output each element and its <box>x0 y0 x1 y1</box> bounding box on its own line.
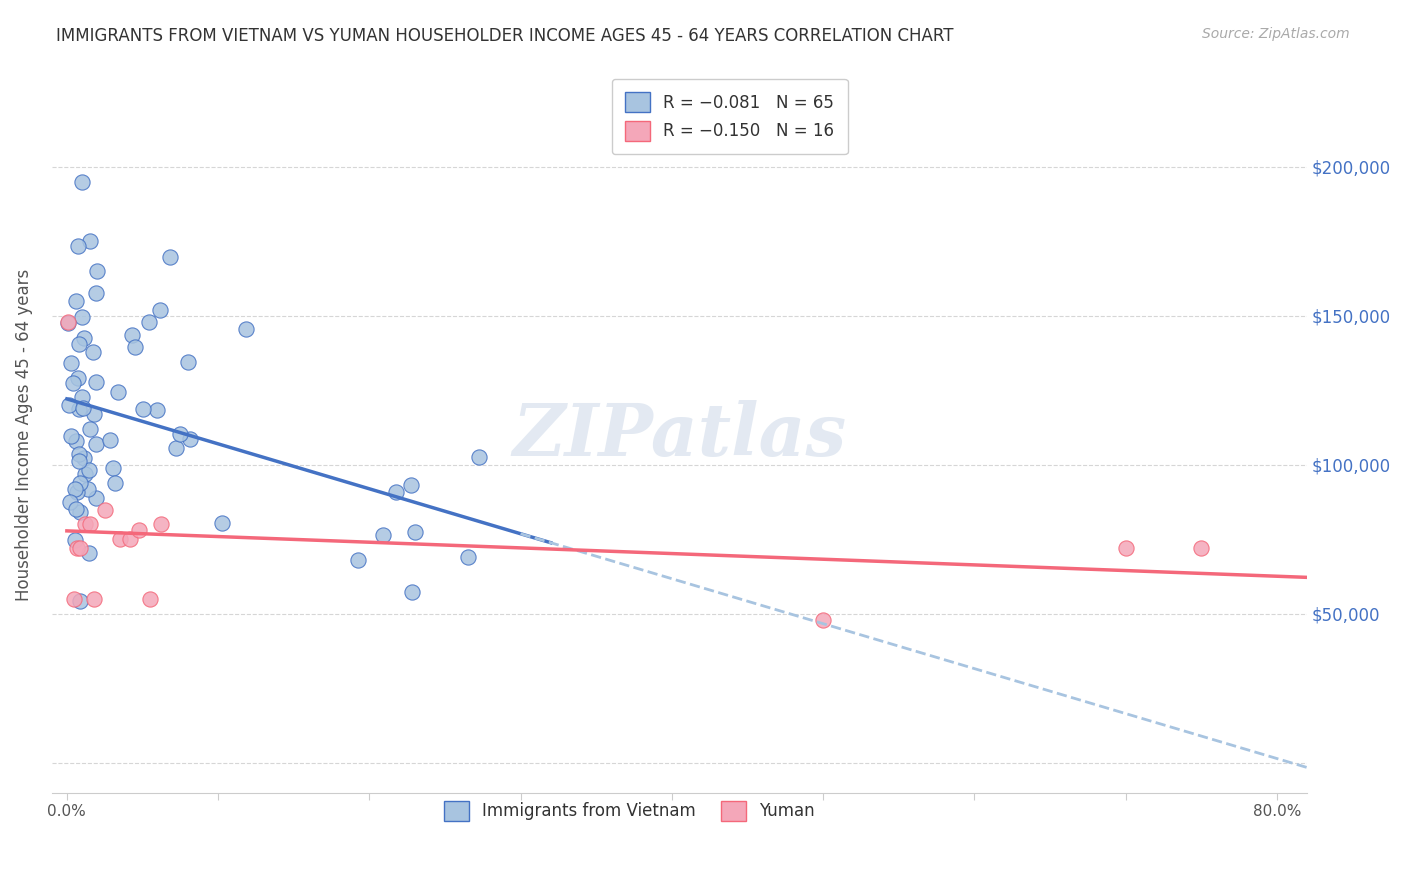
Point <box>1115 541 1137 556</box>
Point <box>66 484 89 499</box>
Point <box>60 429 83 443</box>
Point <box>177 354 200 368</box>
Point <box>77 546 100 560</box>
Point <box>399 478 422 492</box>
Text: IMMIGRANTS FROM VIETNAM VS YUMAN HOUSEHOLDER INCOME AGES 45 - 64 YEARS CORRELATI: IMMIGRANTS FROM VIETNAM VS YUMAN HOUSEHO… <box>56 27 953 45</box>
Point <box>93 502 115 516</box>
Text: ZIPatlas: ZIPatlas <box>512 400 846 471</box>
Point <box>149 517 172 532</box>
Point <box>63 533 86 548</box>
Point <box>84 285 107 300</box>
Point <box>169 427 191 442</box>
Point <box>67 239 90 253</box>
Point <box>371 528 394 542</box>
Point <box>235 322 257 336</box>
Point <box>77 482 100 496</box>
Point <box>404 524 426 539</box>
Point <box>73 331 96 345</box>
Point <box>121 328 143 343</box>
Point <box>79 235 101 249</box>
Point <box>69 475 91 490</box>
Point <box>65 502 87 516</box>
Point <box>59 495 82 509</box>
Point <box>79 463 101 477</box>
Point <box>73 467 96 481</box>
Point <box>1189 541 1212 556</box>
Point <box>67 371 90 385</box>
Point <box>65 294 87 309</box>
Point <box>84 491 107 505</box>
Point <box>384 484 406 499</box>
Point <box>86 264 108 278</box>
Point <box>69 541 91 556</box>
Point <box>67 402 90 417</box>
Point <box>62 376 84 390</box>
Point <box>72 401 94 416</box>
Point <box>98 433 121 447</box>
Y-axis label: Householder Income Ages 45 - 64 years: Householder Income Ages 45 - 64 years <box>15 268 32 601</box>
Point <box>69 336 91 351</box>
Point <box>83 407 105 421</box>
Point <box>120 533 142 547</box>
Point <box>66 541 89 556</box>
Point <box>811 613 834 627</box>
Point <box>179 432 201 446</box>
Point <box>132 401 155 416</box>
Point <box>82 344 104 359</box>
Point <box>70 310 93 324</box>
Point <box>58 315 80 329</box>
Point <box>104 476 127 491</box>
Point <box>457 550 479 565</box>
Point <box>69 447 91 461</box>
Point <box>401 585 423 599</box>
Point <box>145 403 167 417</box>
Point <box>72 390 94 404</box>
Point <box>63 591 86 606</box>
Point <box>58 399 80 413</box>
Point <box>79 422 101 436</box>
Point <box>107 384 129 399</box>
Point <box>124 340 146 354</box>
Legend: Immigrants from Vietnam, Yuman: Immigrants from Vietnam, Yuman <box>430 788 828 834</box>
Point <box>58 316 80 330</box>
Point <box>73 451 96 466</box>
Point <box>149 303 172 318</box>
Point <box>67 454 90 468</box>
Point <box>69 594 91 608</box>
Point <box>65 434 87 449</box>
Point <box>69 505 91 519</box>
Point <box>159 250 181 264</box>
Point <box>165 442 187 456</box>
Point <box>108 533 131 547</box>
Point <box>73 517 96 532</box>
Point <box>83 591 105 606</box>
Point <box>86 437 108 451</box>
Point <box>139 591 162 606</box>
Point <box>65 482 87 496</box>
Point <box>79 517 101 532</box>
Point <box>101 461 124 475</box>
Point <box>128 524 150 538</box>
Point <box>70 175 93 189</box>
Point <box>346 553 368 567</box>
Point <box>211 516 233 530</box>
Point <box>468 450 491 465</box>
Point <box>60 356 83 370</box>
Point <box>138 314 160 328</box>
Point <box>84 375 107 389</box>
Text: Source: ZipAtlas.com: Source: ZipAtlas.com <box>1202 27 1350 41</box>
